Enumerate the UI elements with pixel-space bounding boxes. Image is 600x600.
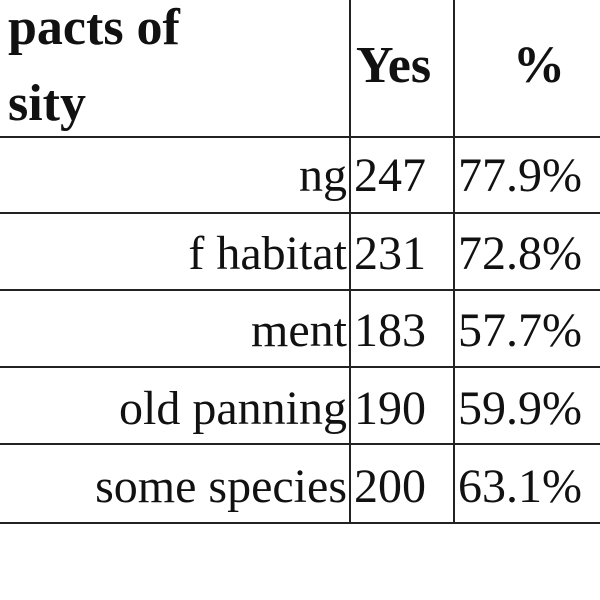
percent-value: 57.7% (458, 304, 582, 357)
header-col1-line2: sity (8, 75, 86, 132)
table-bottom-rule (0, 522, 600, 524)
row-label: some species (95, 460, 347, 513)
yes-value: 190 (354, 382, 426, 435)
header-col1-line1: pacts of (8, 0, 180, 56)
yes-value: 247 (354, 149, 426, 202)
column-divider-1 (349, 0, 351, 524)
column-divider-2 (453, 0, 455, 524)
row-rule-4 (0, 443, 600, 445)
row-label: ment (251, 304, 347, 357)
row-rule-3 (0, 366, 600, 368)
yes-value: 231 (354, 227, 426, 280)
percent-value: 63.1% (458, 460, 582, 513)
header-yes: Yes (356, 37, 432, 94)
yes-value: 200 (354, 460, 426, 513)
percent-value: 59.9% (458, 382, 582, 435)
percent-value: 72.8% (458, 227, 582, 280)
row-label: f habitat (188, 227, 347, 280)
row-label: ng (299, 149, 347, 202)
row-rule-1 (0, 212, 600, 214)
header-bottom-rule (0, 136, 600, 138)
row-label: old panning (119, 382, 347, 435)
row-rule-2 (0, 289, 600, 291)
header-percent: % (513, 37, 565, 94)
yes-value: 183 (354, 304, 426, 357)
percent-value: 77.9% (458, 149, 582, 202)
